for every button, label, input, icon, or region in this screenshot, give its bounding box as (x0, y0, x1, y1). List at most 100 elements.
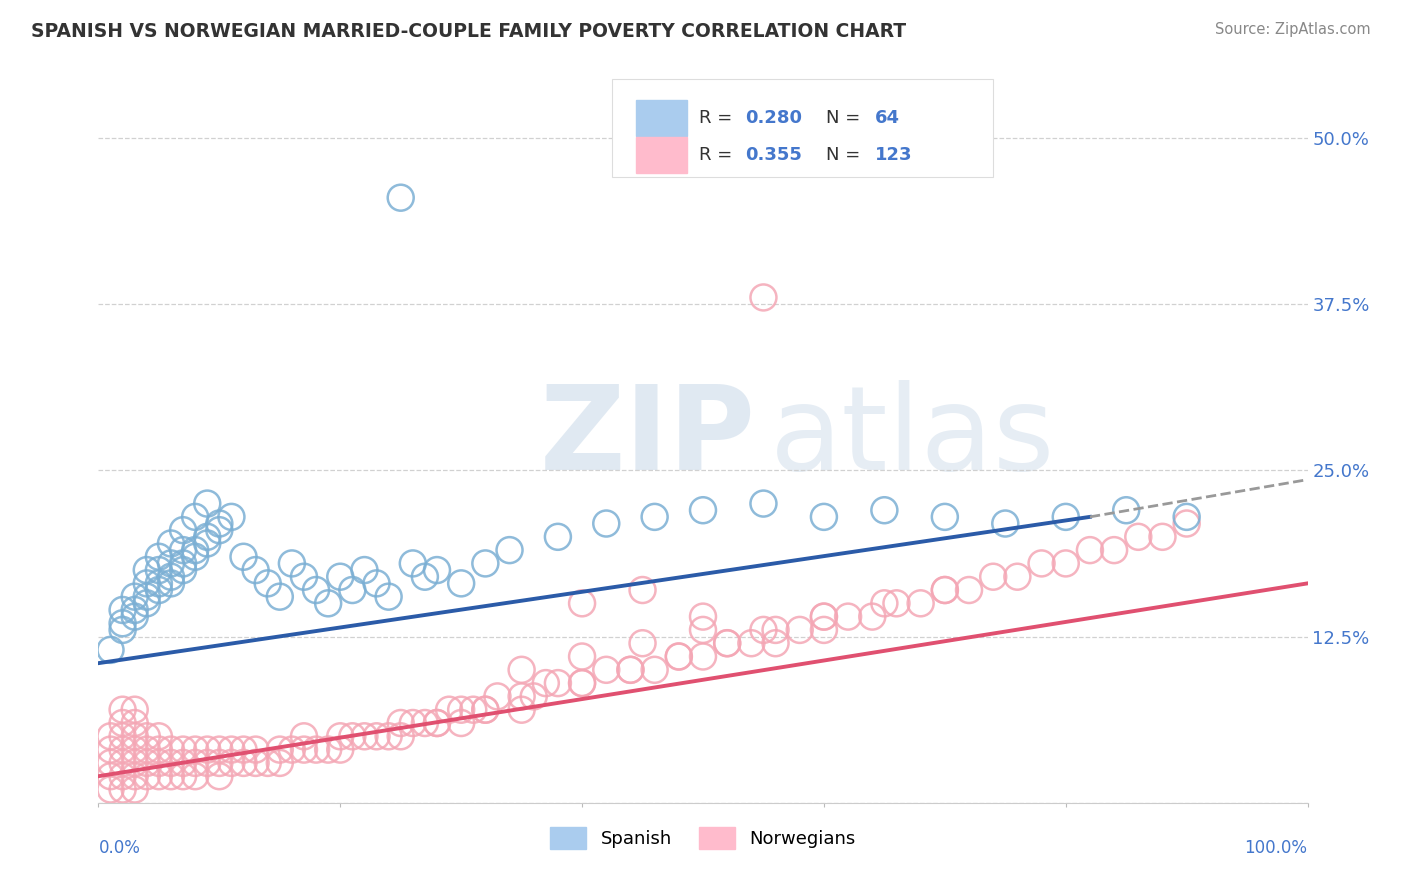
Point (1054, 509, 1077, 524)
Point (402, 557, 425, 571)
Point (994, 516, 1017, 531)
Point (305, 582, 328, 597)
Point (208, 516, 231, 531)
Point (752, 623, 775, 637)
Point (160, 742, 183, 756)
Point (184, 543, 207, 558)
Point (232, 756, 254, 770)
Point (124, 769, 146, 783)
Point (124, 590, 146, 604)
Point (160, 769, 183, 783)
Point (413, 570, 436, 584)
Point (329, 742, 352, 756)
Text: R =: R = (699, 146, 738, 164)
Point (644, 509, 666, 524)
Point (571, 676, 593, 690)
Point (111, 742, 134, 756)
Point (1078, 543, 1101, 558)
Point (426, 716, 449, 731)
Point (692, 623, 714, 637)
Point (547, 676, 569, 690)
Point (1031, 557, 1053, 571)
Point (329, 729, 352, 743)
Point (172, 563, 194, 577)
Point (100, 742, 122, 756)
Point (256, 756, 278, 770)
Point (716, 636, 738, 650)
Point (426, 563, 449, 577)
Point (124, 782, 146, 797)
FancyBboxPatch shape (613, 78, 993, 178)
Point (366, 576, 388, 591)
Point (111, 716, 134, 731)
Point (195, 530, 218, 544)
Point (208, 769, 231, 783)
Text: 0.0%: 0.0% (98, 839, 141, 857)
Point (740, 636, 762, 650)
Point (221, 756, 243, 770)
Point (752, 290, 775, 304)
Point (292, 729, 315, 743)
Point (813, 609, 835, 624)
Point (148, 756, 170, 770)
Point (934, 582, 956, 597)
Point (1054, 557, 1077, 571)
FancyBboxPatch shape (637, 137, 688, 173)
Point (245, 742, 267, 756)
Point (135, 590, 157, 604)
Point (160, 536, 183, 550)
Point (510, 690, 533, 704)
Point (631, 636, 654, 650)
Point (981, 570, 1004, 584)
Point (644, 663, 666, 677)
Point (111, 623, 134, 637)
Point (498, 543, 520, 558)
Point (934, 509, 956, 524)
Point (172, 543, 194, 558)
Point (1102, 543, 1125, 558)
Point (148, 769, 170, 783)
Point (184, 769, 207, 783)
Point (389, 716, 412, 731)
Point (148, 729, 170, 743)
Point (208, 523, 231, 537)
Point (195, 756, 218, 770)
Point (1128, 530, 1150, 544)
Point (111, 729, 134, 743)
Point (668, 649, 690, 664)
Point (413, 716, 436, 731)
Text: 100.0%: 100.0% (1244, 839, 1308, 857)
Point (377, 729, 399, 743)
Text: Source: ZipAtlas.com: Source: ZipAtlas.com (1215, 22, 1371, 37)
Point (813, 609, 835, 624)
Point (221, 742, 243, 756)
Point (184, 756, 207, 770)
Point (765, 636, 787, 650)
Point (160, 570, 183, 584)
Point (329, 570, 352, 584)
Point (1152, 530, 1174, 544)
Point (195, 742, 218, 756)
Point (292, 742, 315, 756)
Point (232, 742, 254, 756)
Point (124, 742, 146, 756)
Point (873, 596, 896, 610)
Point (135, 769, 157, 783)
Point (934, 582, 956, 597)
Point (148, 742, 170, 756)
Text: 123: 123 (875, 146, 912, 164)
Point (160, 576, 183, 591)
Point (534, 676, 557, 690)
Point (281, 742, 304, 756)
Point (547, 530, 569, 544)
Point (1175, 509, 1198, 524)
Point (437, 703, 460, 717)
Point (765, 623, 787, 637)
Point (292, 570, 315, 584)
Point (813, 623, 835, 637)
Point (124, 716, 146, 731)
Point (571, 649, 593, 664)
Point (195, 497, 218, 511)
Point (860, 609, 883, 624)
Point (148, 549, 170, 564)
